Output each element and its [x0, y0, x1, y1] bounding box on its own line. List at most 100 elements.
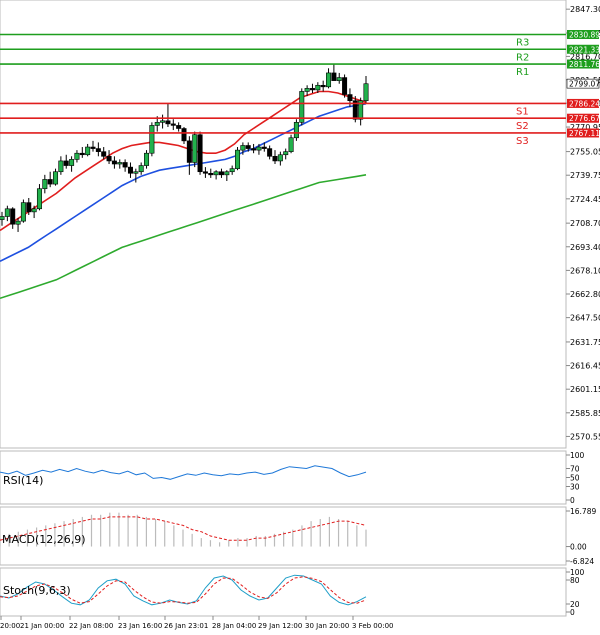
level-price-label: 2811.76	[569, 60, 600, 69]
level-price-tag	[567, 30, 599, 40]
candle	[101, 147, 107, 160]
indicator-tick-label: 30	[570, 483, 580, 492]
candle	[176, 122, 182, 132]
candle	[122, 159, 128, 172]
level-name-s1: S1	[516, 106, 529, 117]
candle	[320, 80, 326, 92]
candle-down	[245, 145, 251, 149]
candle-up	[133, 171, 139, 174]
candle-down	[127, 166, 133, 174]
level-price-label: 2830.89	[569, 31, 600, 40]
candle-up	[58, 160, 64, 173]
candle-up	[74, 152, 80, 160]
candle	[251, 143, 257, 154]
candle	[197, 131, 203, 175]
candle-up	[149, 125, 155, 154]
indicator-tick-label: -6.824	[570, 557, 594, 566]
candle	[309, 83, 315, 93]
stoch-d-line	[0, 576, 367, 604]
level-price-tag	[567, 44, 599, 54]
candle-up	[117, 162, 123, 165]
level-name-r2: R2	[516, 52, 529, 63]
candle	[277, 151, 283, 166]
candle	[229, 165, 235, 175]
candle-up	[154, 122, 160, 126]
candle-up	[4, 208, 10, 217]
price-tick-label: 2601.15	[570, 385, 600, 394]
candle-up	[288, 137, 294, 152]
candle	[42, 174, 48, 194]
candle	[138, 162, 144, 175]
time-tick-label: 26 Jan 23:01	[164, 622, 208, 630]
candle	[111, 156, 117, 169]
candle	[106, 150, 112, 165]
candle-up	[138, 165, 144, 173]
candle	[47, 171, 53, 188]
candle	[224, 170, 230, 181]
price-tick-label: 2693.40	[570, 243, 600, 252]
candle-up	[224, 171, 230, 176]
current-price-label: 2799.07	[569, 80, 600, 89]
candle-up	[69, 159, 75, 166]
candle	[10, 207, 16, 229]
candle	[213, 170, 219, 180]
candle-up	[363, 83, 369, 102]
candle-down	[111, 160, 117, 165]
indicator-tick-label: 100	[570, 568, 585, 577]
level-name-r1: R1	[516, 67, 529, 78]
price-tick-label: 2570.55	[570, 432, 600, 441]
level-price-label: 2821.33	[569, 45, 600, 54]
candle-down	[106, 155, 112, 162]
candle-up	[160, 120, 166, 123]
candle-down	[165, 120, 171, 125]
price-tick-label: 2647.50	[570, 314, 600, 323]
candle-up	[235, 149, 241, 169]
candle	[288, 134, 294, 154]
time-tick-label: 3 Feb 00:00	[352, 622, 393, 630]
candle	[363, 76, 369, 104]
price-panel: 2847.302831.852816.702801.552786.402770.…	[0, 0, 600, 449]
candle-up	[358, 100, 364, 120]
candle	[170, 119, 176, 131]
time-tick-label: 21 Jan 00:00	[20, 622, 64, 630]
candle-down	[170, 123, 176, 126]
candle	[26, 197, 32, 215]
candle-down	[202, 171, 208, 174]
time-tick-label: 28 Jan 04:00	[212, 622, 256, 630]
candle	[261, 142, 267, 152]
price-tick-label: 2724.45	[570, 195, 600, 204]
indicator-tick-label: 16.789	[570, 507, 596, 516]
indicator-tick-label: 80	[570, 576, 580, 585]
candle	[160, 114, 166, 129]
candle	[245, 142, 251, 152]
candle	[79, 147, 85, 158]
candle	[95, 142, 101, 157]
time-tick-label: 30 Jan 20:00	[305, 622, 349, 630]
level-price-label: 2776.67	[569, 114, 600, 123]
candle-down	[181, 128, 187, 142]
candle	[144, 150, 150, 169]
time-axis: 20:00 21 Jan 00:00 22 Jan 08:00 23 Jan 16:0…	[0, 616, 393, 630]
candle	[36, 184, 42, 211]
moving-average-line	[0, 103, 367, 263]
candle-down	[10, 208, 16, 225]
candle-down	[261, 146, 267, 149]
candle	[85, 143, 91, 157]
candle-up	[20, 202, 26, 222]
time-tick-label: 22 Jan 08:00	[69, 622, 113, 630]
indicator-tick-label: 70	[570, 465, 580, 474]
candle	[181, 126, 187, 144]
candle	[4, 205, 10, 222]
candle-down	[79, 152, 85, 156]
candle-up	[36, 188, 42, 210]
candle-up	[85, 146, 91, 156]
level-name-s3: S3	[516, 136, 529, 147]
level-price-tag	[567, 98, 599, 108]
candle	[117, 159, 123, 169]
candle	[69, 156, 75, 172]
candle	[299, 88, 305, 126]
candle-up	[256, 146, 262, 151]
pivot-levels: R3 2830.89 R2 2821.33 R1 2811.76 S1 2786.24 S2 27…	[0, 30, 600, 147]
